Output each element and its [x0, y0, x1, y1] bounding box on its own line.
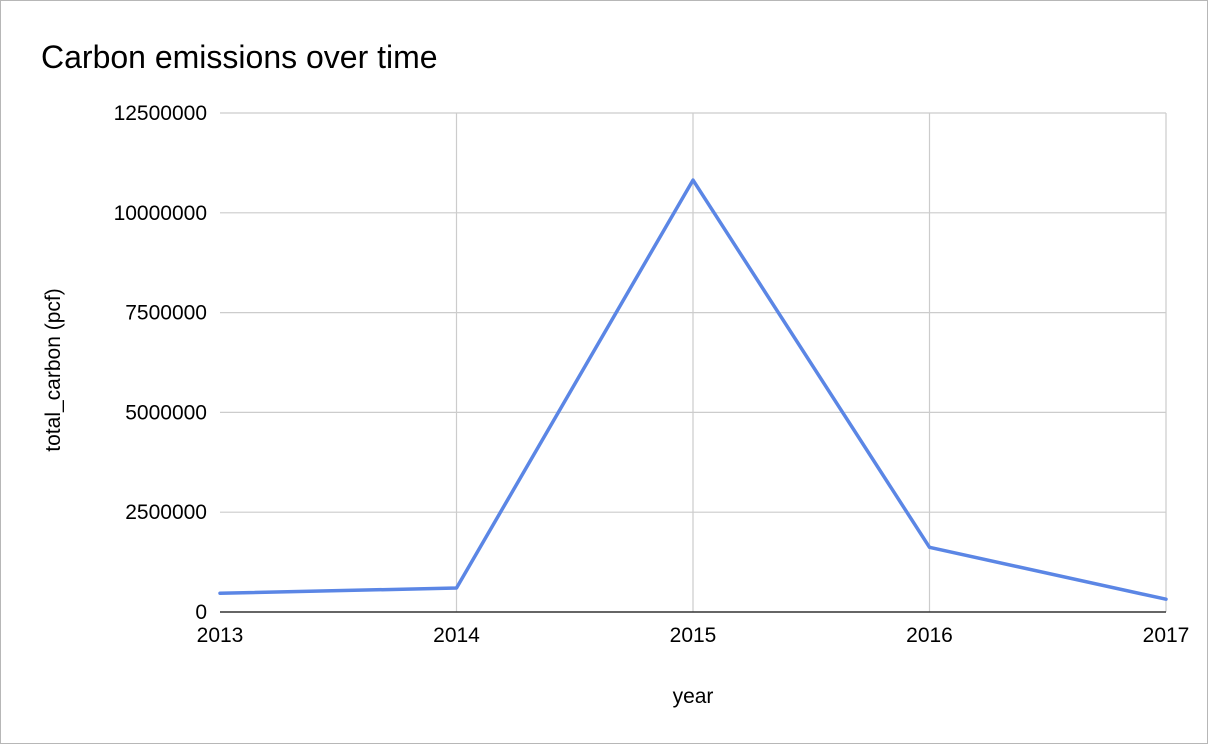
y-tick-label: 2500000	[125, 501, 207, 524]
y-tick-label: 5000000	[125, 401, 207, 424]
grid-layer	[220, 112, 1167, 612]
x-axis-title: year	[673, 685, 714, 708]
x-tick-label: 2015	[670, 624, 717, 647]
chart-title: Carbon emissions over time	[41, 39, 438, 75]
y-tick-label: 0	[195, 601, 207, 624]
x-tick-label: 2013	[197, 624, 244, 647]
x-tick-label: 2016	[906, 624, 953, 647]
series-layer	[218, 178, 1168, 601]
y-tick-label: 7500000	[125, 302, 207, 325]
y-axis-title: total_carbon (pcf)	[42, 288, 65, 451]
x-tick-label: 2017	[1143, 624, 1190, 647]
x-tick-label: 2014	[433, 624, 480, 647]
label-layer: 0 2500000 5000000 7500000 10000000 12500000 20…	[114, 102, 1190, 647]
y-tick-label: 12500000	[114, 102, 207, 125]
y-tick-label: 10000000	[114, 202, 207, 225]
